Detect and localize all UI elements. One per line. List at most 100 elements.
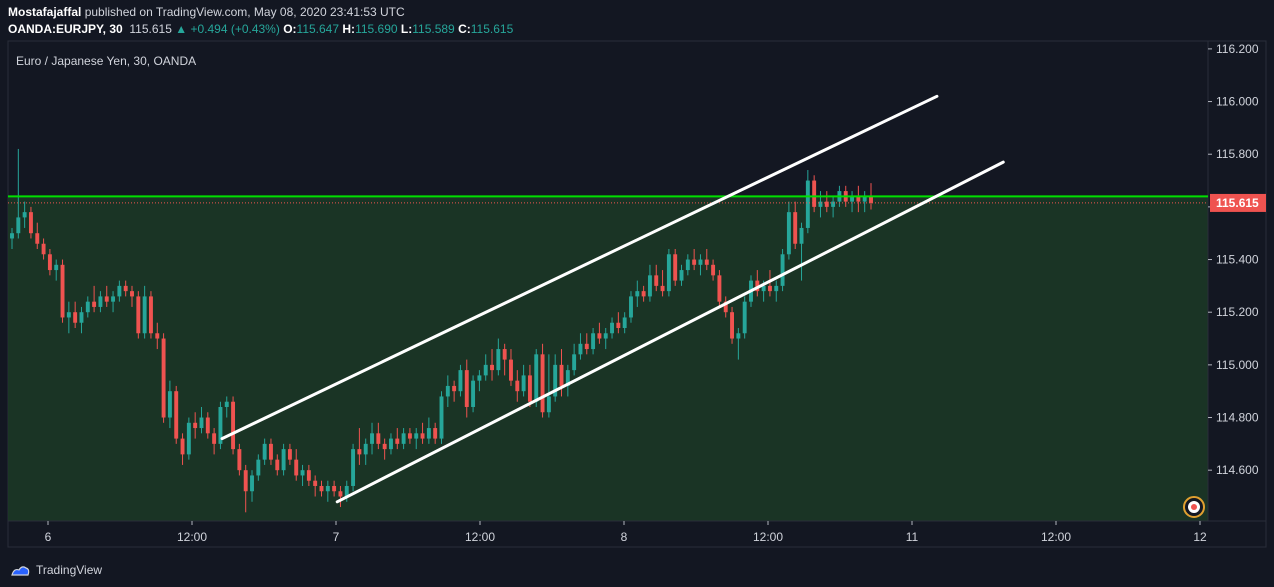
open-label: O: bbox=[283, 22, 297, 36]
candle-body bbox=[22, 212, 27, 218]
candle-body bbox=[370, 433, 374, 444]
y-tick-label: 116.200 bbox=[1216, 42, 1259, 56]
last-price-tag bbox=[1210, 193, 1266, 212]
last-price: 115.615 bbox=[129, 22, 172, 36]
candle-body bbox=[711, 264, 716, 276]
candle bbox=[565, 364, 570, 397]
candle-body bbox=[647, 275, 652, 297]
candle-body bbox=[414, 433, 419, 439]
y-tick-label: 115.000 bbox=[1216, 358, 1259, 372]
candle-body bbox=[79, 312, 84, 323]
candle bbox=[161, 333, 166, 423]
candle bbox=[66, 301, 71, 334]
candle-body bbox=[666, 254, 671, 292]
candle-body bbox=[629, 296, 633, 318]
candle-body bbox=[155, 333, 160, 339]
candle bbox=[300, 464, 305, 486]
candle bbox=[862, 191, 867, 213]
candle bbox=[414, 428, 419, 450]
candle-body bbox=[319, 485, 324, 492]
price-change: +0.494 (+0.43%) bbox=[190, 22, 280, 36]
candle-body bbox=[818, 201, 823, 207]
candle-body bbox=[142, 296, 147, 334]
candle-body bbox=[306, 470, 311, 481]
y-tick-label: 114.600 bbox=[1216, 463, 1259, 477]
candle bbox=[142, 285, 147, 339]
candle-body bbox=[831, 201, 836, 207]
candle bbox=[439, 391, 444, 444]
candle-body bbox=[546, 396, 551, 413]
candle bbox=[572, 343, 577, 376]
x-tick-label: 8 bbox=[621, 530, 628, 544]
candle bbox=[325, 480, 330, 502]
candle-body bbox=[281, 449, 286, 471]
candle bbox=[35, 222, 40, 250]
candle-body bbox=[92, 301, 97, 307]
candle bbox=[534, 349, 539, 407]
candle bbox=[79, 306, 84, 334]
candle bbox=[496, 338, 501, 376]
candle bbox=[205, 412, 210, 439]
chart-header: Mostafajaffal published on TradingView.c… bbox=[8, 4, 513, 38]
candle bbox=[363, 438, 368, 465]
candle-body bbox=[692, 259, 697, 265]
candle-body bbox=[401, 433, 406, 444]
candle bbox=[622, 312, 627, 334]
candle-body bbox=[426, 428, 431, 439]
candle-body bbox=[174, 391, 179, 439]
candle bbox=[231, 396, 236, 455]
candle bbox=[477, 370, 482, 392]
candle-body bbox=[850, 196, 855, 202]
candle-body bbox=[452, 385, 457, 392]
candle bbox=[54, 259, 59, 281]
symbol-label: OANDA:EURJPY, 30 bbox=[8, 22, 123, 36]
candle bbox=[370, 422, 374, 455]
candle-body bbox=[54, 264, 59, 271]
candle-body bbox=[338, 491, 343, 497]
candle-body bbox=[483, 364, 488, 376]
candle-body bbox=[243, 470, 248, 492]
author-name[interactable]: Mostafajaffal bbox=[8, 5, 82, 19]
candle-body bbox=[269, 443, 273, 460]
candle bbox=[452, 380, 457, 402]
chart-title: Euro / Japanese Yen, 30, OANDA bbox=[16, 54, 196, 68]
candle bbox=[786, 201, 791, 260]
candle-body bbox=[41, 243, 46, 255]
candle-body bbox=[641, 291, 646, 297]
candle bbox=[553, 354, 558, 402]
candle bbox=[654, 264, 659, 292]
candle bbox=[540, 343, 545, 418]
publish-text: published on TradingView.com, May 08, 20… bbox=[84, 5, 405, 19]
candle bbox=[666, 249, 671, 297]
close-label: C: bbox=[458, 22, 471, 36]
candle bbox=[502, 343, 507, 376]
candle-body bbox=[224, 401, 229, 407]
candle-body bbox=[117, 285, 122, 297]
candle bbox=[111, 291, 116, 313]
candle bbox=[148, 291, 153, 339]
candle-body bbox=[212, 433, 217, 444]
candle bbox=[167, 380, 172, 429]
open-value: 115.647 bbox=[296, 22, 340, 36]
candle-body bbox=[136, 296, 141, 334]
candle-body bbox=[786, 212, 791, 255]
channel-upper-line bbox=[220, 94, 939, 441]
candle bbox=[711, 259, 716, 281]
candle bbox=[224, 396, 229, 418]
candle-body bbox=[799, 227, 804, 244]
candle-body bbox=[824, 201, 829, 207]
tradingview-brand[interactable]: TradingView bbox=[36, 563, 103, 577]
candle bbox=[856, 185, 861, 213]
candle bbox=[780, 249, 785, 292]
time-axis bbox=[7, 520, 1267, 548]
candle bbox=[515, 370, 520, 402]
candle bbox=[357, 428, 362, 465]
candle-body bbox=[565, 370, 570, 386]
candle-body bbox=[407, 433, 412, 439]
candle bbox=[546, 354, 551, 418]
candle bbox=[584, 333, 589, 355]
candle-body bbox=[603, 333, 608, 339]
candle-body bbox=[382, 443, 387, 450]
candle-body bbox=[275, 459, 280, 471]
